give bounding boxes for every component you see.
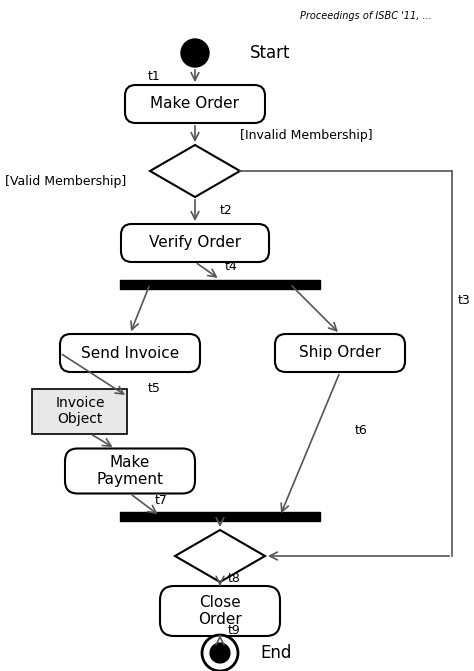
Text: Close
Order: Close Order [198, 595, 242, 627]
Text: t5: t5 [148, 382, 161, 395]
FancyBboxPatch shape [275, 334, 405, 372]
Text: t8: t8 [228, 572, 241, 586]
Circle shape [181, 39, 209, 67]
Circle shape [210, 643, 230, 663]
Text: End: End [260, 644, 292, 662]
FancyBboxPatch shape [60, 334, 200, 372]
Text: t2: t2 [220, 205, 233, 217]
Text: Verify Order: Verify Order [149, 236, 241, 250]
Text: Ship Order: Ship Order [299, 346, 381, 360]
Text: t1: t1 [147, 70, 160, 83]
Text: Proceedings of ISBC '11, ...: Proceedings of ISBC '11, ... [300, 11, 432, 21]
Text: Start: Start [250, 44, 291, 62]
Text: Invoice
Object: Invoice Object [55, 396, 105, 426]
Bar [120, 280, 320, 289]
Bar [120, 511, 320, 521]
FancyBboxPatch shape [121, 224, 269, 262]
Text: Send Invoice: Send Invoice [81, 346, 179, 360]
Text: [Invalid Membership]: [Invalid Membership] [240, 130, 373, 142]
Bar [33, 389, 128, 433]
Text: Make
Payment: Make Payment [97, 455, 164, 487]
FancyBboxPatch shape [65, 448, 195, 493]
Text: t9: t9 [228, 625, 241, 637]
Text: t3: t3 [458, 295, 471, 307]
Text: [Valid Membership]: [Valid Membership] [5, 174, 126, 187]
Circle shape [202, 635, 238, 671]
Polygon shape [150, 145, 240, 197]
Text: t7: t7 [155, 495, 168, 507]
Text: t6: t6 [355, 425, 368, 437]
FancyBboxPatch shape [160, 586, 280, 636]
Text: Make Order: Make Order [151, 97, 239, 111]
Text: t4: t4 [225, 260, 238, 272]
FancyBboxPatch shape [125, 85, 265, 123]
Polygon shape [175, 530, 265, 582]
